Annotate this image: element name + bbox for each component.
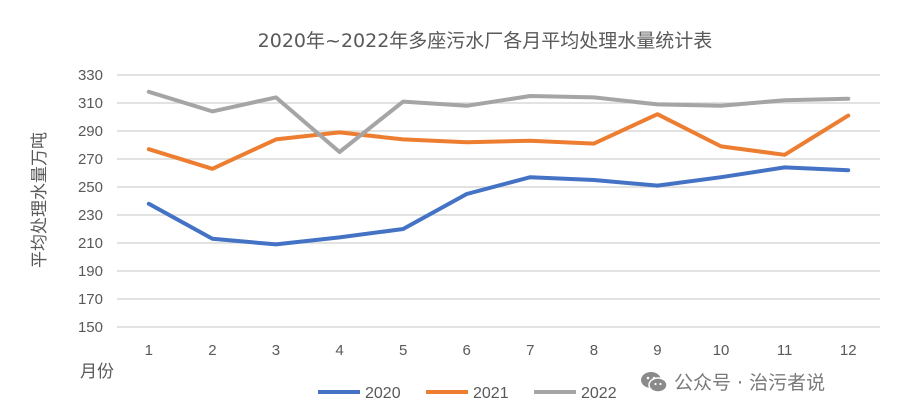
- legend-label: 2021: [473, 385, 509, 402]
- y-tick-label: 170: [78, 291, 103, 308]
- series-line-2020: [146, 165, 851, 247]
- x-tick-label: 5: [399, 342, 407, 359]
- series-line-2022: [146, 89, 851, 154]
- x-tick-label: 3: [272, 342, 280, 359]
- x-tick-label: 7: [526, 342, 534, 359]
- series-line-2021: [146, 112, 851, 171]
- legend: 2020 2021 2022: [318, 385, 617, 402]
- x-tick-label: 1: [145, 342, 153, 359]
- wechat-icon: [641, 371, 668, 393]
- y-tick-label: 330: [78, 67, 103, 84]
- x-tick-label: 4: [335, 342, 343, 359]
- y-tick-label: 290: [78, 123, 103, 140]
- x-tick-label: 10: [713, 342, 730, 359]
- x-tick-label: 2: [208, 342, 216, 359]
- x-tick-label: 12: [840, 342, 857, 359]
- y-tick-label: 250: [78, 179, 103, 196]
- x-tick-label: 11: [777, 342, 793, 359]
- x-tick-label: 8: [590, 342, 598, 359]
- x-axis-label: 月份: [80, 362, 114, 382]
- legend-label: 2020: [365, 385, 401, 402]
- y-tick-label: 270: [78, 151, 103, 168]
- watermark-text: 公众号 · 治污者说: [674, 372, 826, 394]
- y-axis-label: 平均处理水量万吨: [30, 132, 50, 268]
- chart-title: 2020年~2022年多座污水厂各月平均处理水量统计表: [258, 30, 713, 52]
- y-tick-label: 150: [78, 319, 103, 336]
- watermark: 公众号 · 治污者说: [640, 368, 825, 395]
- legend-label: 2022: [581, 385, 617, 402]
- y-tick-label: 210: [78, 235, 103, 252]
- y-tick-label: 230: [78, 207, 103, 224]
- y-tick-label: 310: [78, 95, 103, 112]
- x-tick-label: 6: [463, 342, 471, 359]
- x-tick-label: 9: [653, 342, 661, 359]
- y-tick-label: 190: [78, 263, 103, 280]
